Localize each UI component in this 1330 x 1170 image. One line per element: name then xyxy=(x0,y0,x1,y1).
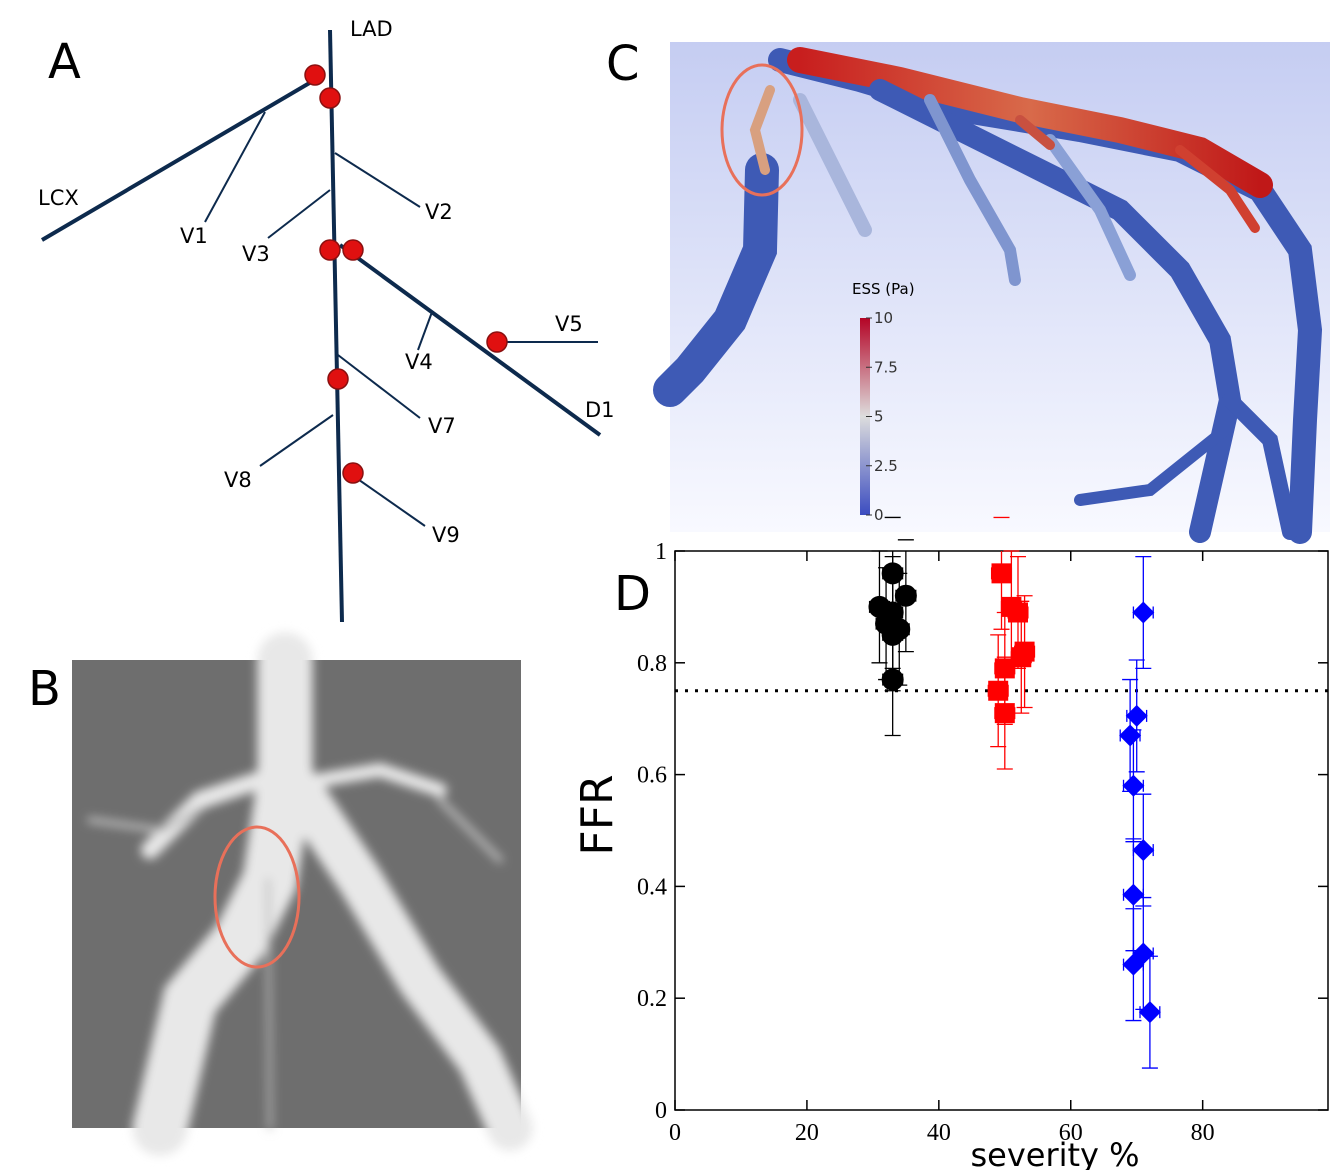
panel-label: B xyxy=(28,661,61,717)
colorbar-tick-label: 7.5 xyxy=(874,358,898,376)
vessel-label: V1 xyxy=(180,224,208,248)
colorbar-tick-label: 5 xyxy=(874,408,884,426)
vessel-label: V9 xyxy=(432,523,460,547)
y-tick-label: 0 xyxy=(655,1098,667,1124)
x-tick-label: 20 xyxy=(795,1120,819,1146)
vessel-label: V2 xyxy=(425,200,453,224)
colorbar-tick-label: 2.5 xyxy=(874,457,898,475)
vessel xyxy=(340,245,600,435)
y-tick-label: 0.6 xyxy=(637,763,667,789)
colorbar-tick-label: 0 xyxy=(874,506,884,524)
y-axis-label: FFR xyxy=(572,774,623,855)
panel-d: D severity % FFR 0 0.2 0.4 0.6 0.8 1 0 20 40 60 80 xyxy=(572,517,1328,1170)
vessel-label: LCX xyxy=(38,186,79,210)
panel-b: B xyxy=(28,660,521,1128)
y-tick-label: 0.8 xyxy=(637,651,667,677)
panel-c: ESS (Pa) C xyxy=(606,36,1330,532)
x-tick-label: 40 xyxy=(927,1120,951,1146)
vessel-label: V7 xyxy=(428,414,456,438)
vessel-label: V5 xyxy=(555,312,583,336)
panel-label: A xyxy=(48,34,81,90)
x-tick-label: 60 xyxy=(1059,1120,1083,1146)
point xyxy=(992,563,1012,583)
colorbar-title: ESS (Pa) xyxy=(852,280,915,298)
vessel xyxy=(330,30,342,622)
panel-label: C xyxy=(606,36,640,92)
vessel xyxy=(42,78,318,240)
colorbar-tick-label: 10 xyxy=(874,309,893,327)
x-tick-label: 80 xyxy=(1191,1120,1215,1146)
x-tick-label: 0 xyxy=(669,1120,681,1146)
point xyxy=(995,703,1015,723)
branches xyxy=(205,112,598,526)
y-tick-label: 0.4 xyxy=(637,874,667,900)
figure: A LAD LCX V1 V2 V3 V4 V5 D1 V7 V8 V9 B E… xyxy=(0,0,1330,1170)
panel-label: D xyxy=(614,566,651,622)
y-tick-label: 1 xyxy=(655,539,667,565)
panel-a: A LAD LCX V1 V2 V3 V4 V5 D1 V7 V8 V9 xyxy=(38,17,615,622)
x-axis-label: severity % xyxy=(970,1136,1139,1170)
vessel-label: V8 xyxy=(224,468,252,492)
vessel-label: V4 xyxy=(405,350,433,374)
point xyxy=(882,669,904,691)
vessel-label: LAD xyxy=(350,17,393,41)
vessel-label: V3 xyxy=(242,242,270,266)
vessel-label: D1 xyxy=(585,398,615,422)
y-tick-label: 0.2 xyxy=(637,986,667,1012)
